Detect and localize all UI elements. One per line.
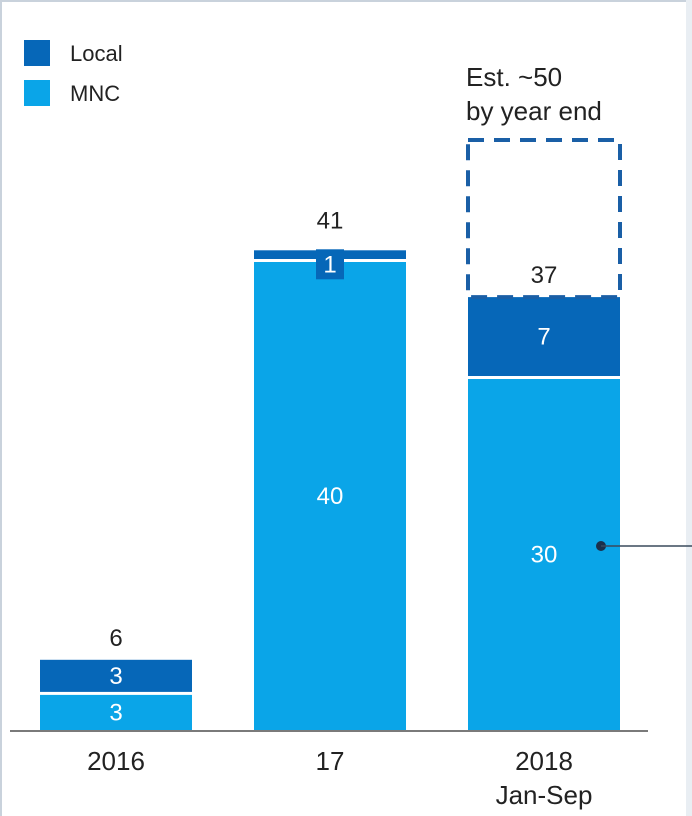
category-label-0: 2016 bbox=[87, 746, 145, 776]
estimate-label-line-0: Est. ~50 bbox=[466, 62, 562, 92]
panel-edge bbox=[686, 0, 692, 816]
value-label-mnc-0: 3 bbox=[109, 699, 122, 726]
bar-mnc-2 bbox=[468, 379, 620, 730]
bar-local-0 bbox=[40, 659, 192, 692]
value-badge-local-1 bbox=[316, 249, 344, 280]
value-label-local-0: 3 bbox=[109, 663, 122, 690]
total-label-0: 6 bbox=[109, 625, 122, 652]
total-label-1: 41 bbox=[317, 207, 344, 234]
category-label-1: 17 bbox=[316, 746, 345, 776]
bar-local-2 bbox=[468, 297, 620, 376]
bar-mnc-0 bbox=[40, 694, 192, 730]
estimate-label-line-1: by year end bbox=[466, 96, 602, 126]
value-label-mnc-2: 30 bbox=[531, 542, 558, 569]
legend-label-local: Local bbox=[70, 41, 123, 66]
value-label-mnc-1: 40 bbox=[317, 483, 344, 510]
total-label-2: 37 bbox=[531, 262, 558, 289]
category-label-2: 2018 bbox=[515, 746, 573, 776]
category-label-2-line1: Jan-Sep bbox=[496, 780, 593, 810]
legend-swatch-mnc bbox=[24, 80, 50, 106]
legend-label-mnc: MNC bbox=[70, 81, 121, 106]
value-label-local-1: 1 bbox=[323, 251, 336, 278]
bar-mnc-1 bbox=[254, 262, 406, 730]
legend-swatch-local bbox=[24, 40, 50, 66]
value-label-local-2: 7 bbox=[537, 324, 550, 351]
